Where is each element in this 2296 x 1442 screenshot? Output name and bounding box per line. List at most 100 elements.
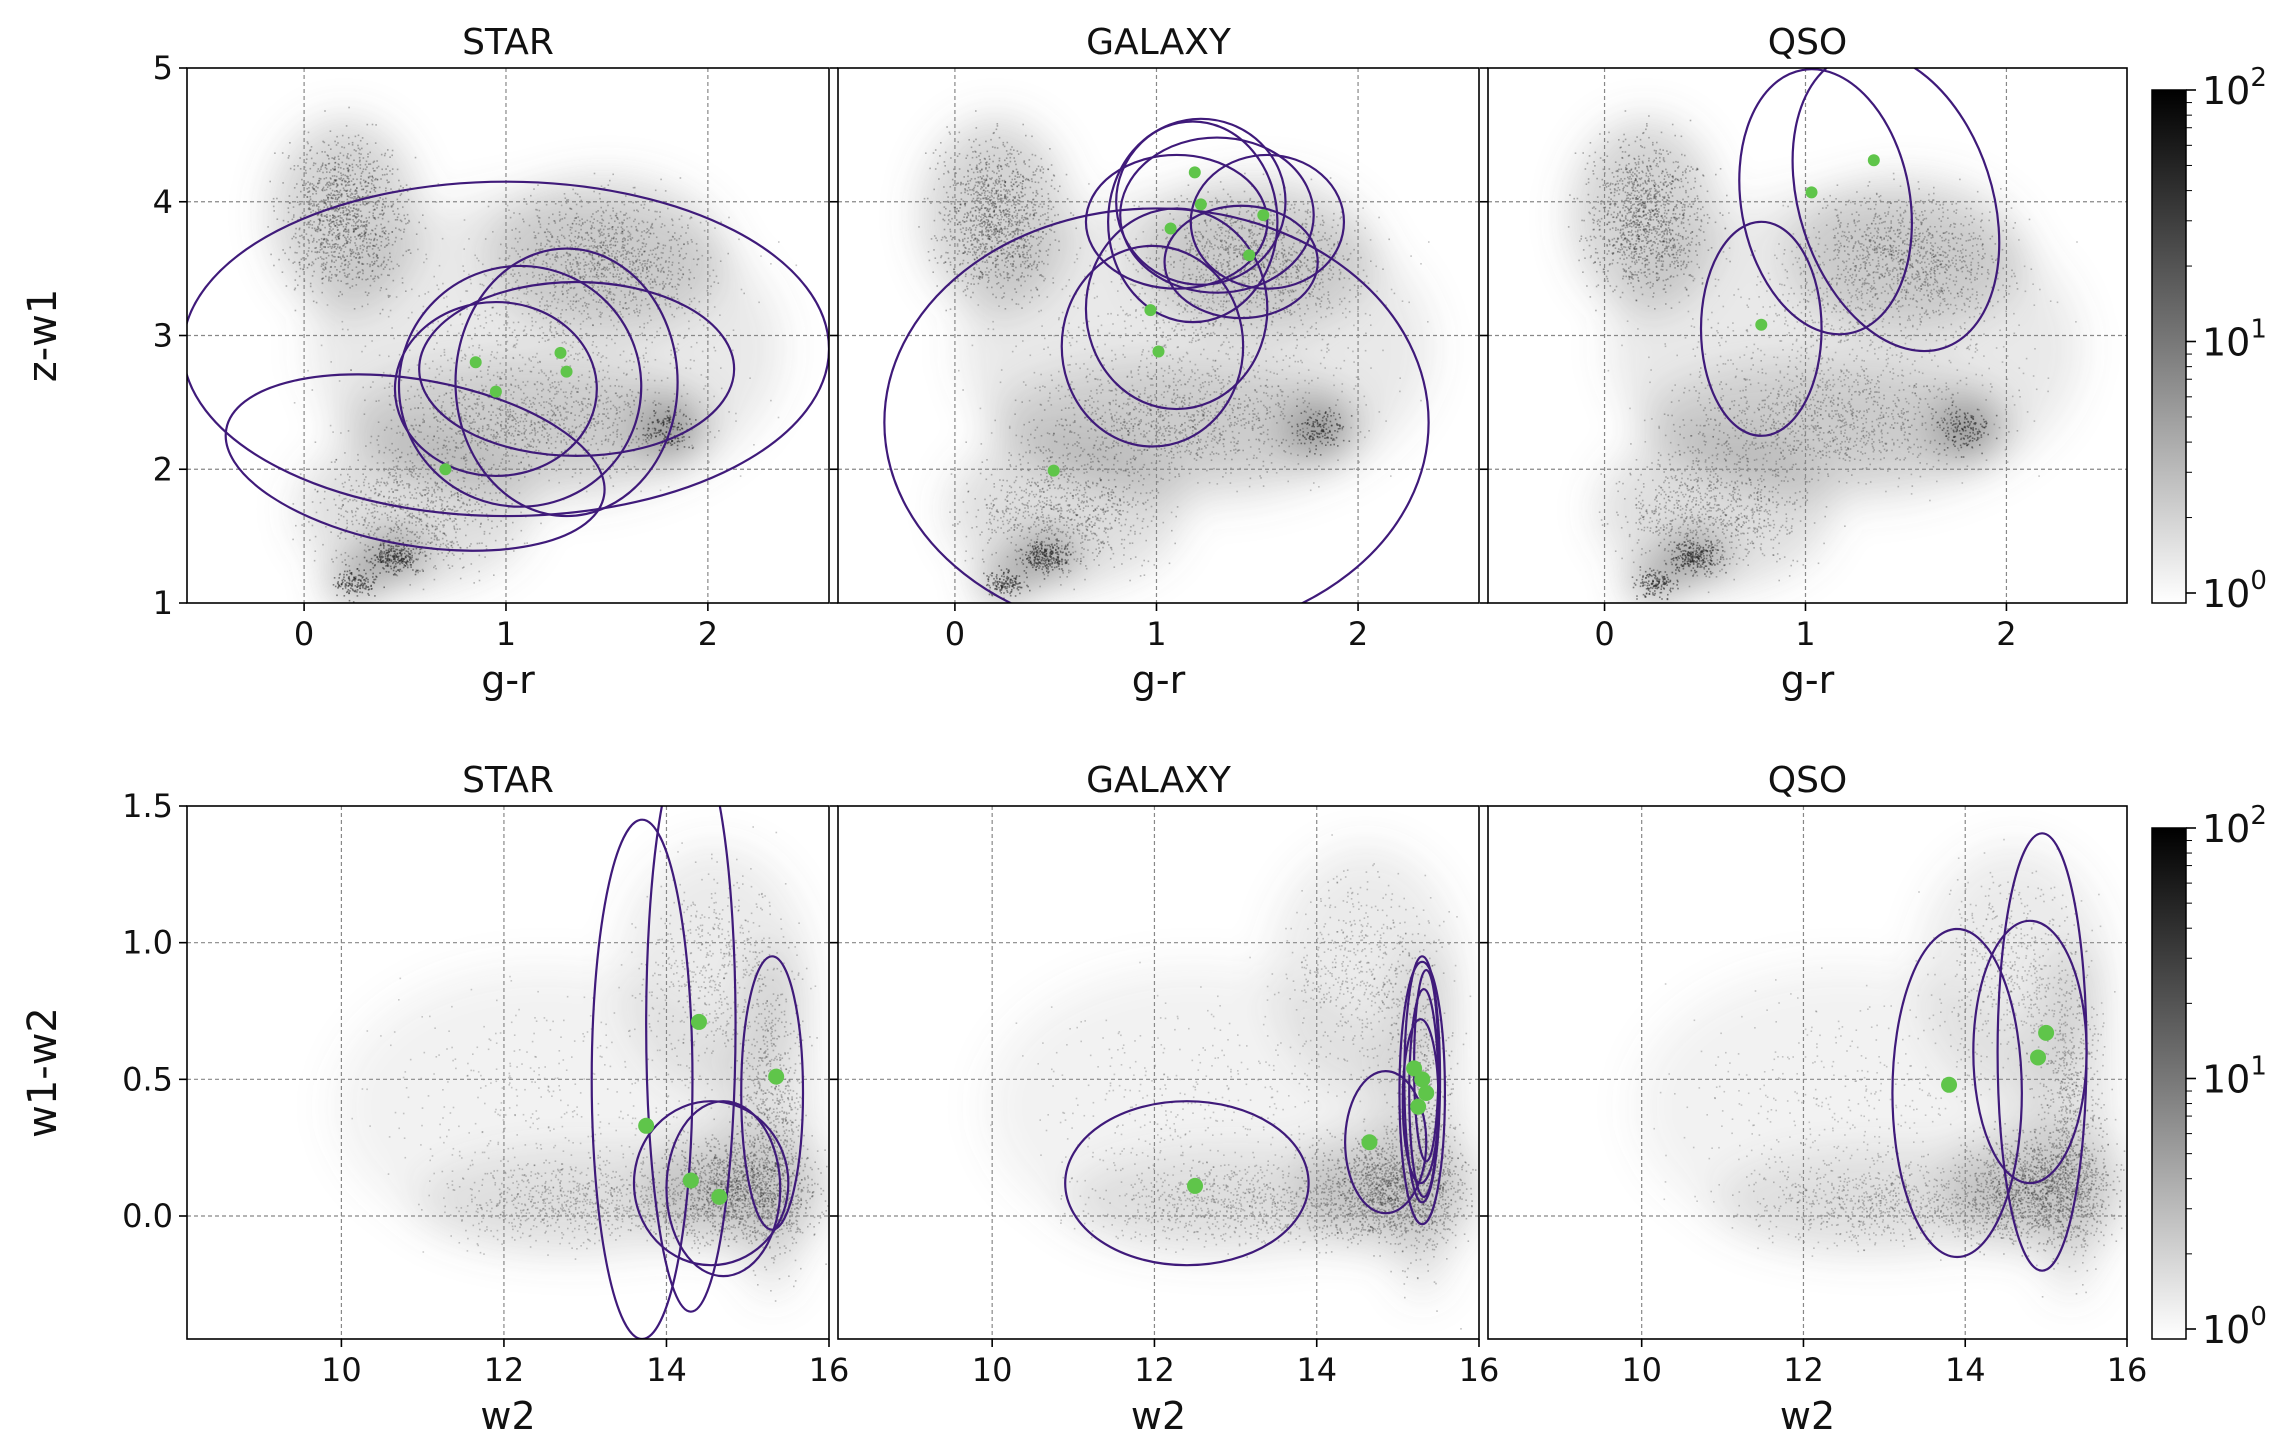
- density-point: [622, 261, 624, 263]
- density-point: [394, 572, 396, 575]
- density-point: [342, 187, 345, 189]
- density-point: [357, 220, 359, 223]
- density-point: [358, 522, 360, 525]
- density-point: [287, 157, 290, 159]
- density-point: [411, 512, 413, 515]
- density-point: [305, 258, 307, 260]
- density-point: [322, 208, 325, 211]
- density-point: [576, 261, 579, 263]
- density-point: [386, 555, 389, 557]
- density-point: [362, 576, 364, 578]
- density-point: [530, 421, 532, 423]
- density-point: [675, 411, 677, 414]
- density-point: [603, 187, 606, 189]
- density-point: [319, 256, 322, 258]
- density-point: [339, 271, 341, 273]
- density-point: [459, 430, 462, 432]
- density-point: [621, 230, 624, 233]
- density-point: [317, 182, 319, 185]
- density-point: [609, 477, 612, 479]
- density-point: [302, 268, 304, 271]
- density-point: [605, 248, 608, 251]
- density-point: [645, 277, 647, 279]
- density-point: [377, 165, 380, 168]
- density-point: [330, 266, 332, 268]
- density-point: [308, 247, 310, 249]
- density-point: [420, 431, 422, 433]
- density-point: [351, 557, 354, 560]
- density-point: [319, 220, 322, 222]
- density-point: [460, 547, 462, 549]
- density-point: [403, 545, 405, 548]
- density-point: [443, 439, 446, 442]
- density-point: [679, 177, 682, 179]
- density-point: [545, 254, 547, 256]
- density-point: [596, 291, 598, 293]
- density-point: [346, 218, 348, 221]
- density-point: [580, 224, 582, 227]
- density-point: [339, 256, 342, 258]
- density-point: [420, 518, 422, 520]
- density-point: [334, 225, 337, 227]
- density-point: [436, 441, 439, 444]
- density-point: [373, 554, 376, 557]
- density-point: [614, 309, 617, 312]
- density-point: [309, 203, 311, 206]
- density-point: [291, 237, 293, 240]
- density-point: [677, 440, 680, 442]
- density-point: [612, 424, 614, 427]
- density-point: [687, 243, 689, 245]
- density-point: [317, 213, 320, 216]
- density-point: [341, 134, 344, 137]
- density-point: [435, 496, 438, 498]
- density-point: [316, 170, 319, 173]
- density-point: [662, 247, 665, 250]
- density-point: [443, 508, 446, 511]
- density-point: [517, 241, 519, 243]
- density-point: [528, 445, 530, 447]
- density-point: [680, 423, 682, 426]
- density-point: [456, 541, 458, 543]
- density-point: [329, 266, 332, 268]
- density-point: [376, 178, 379, 181]
- density-point: [391, 452, 394, 454]
- density-point: [442, 510, 444, 512]
- density-point: [614, 385, 616, 387]
- density-point: [406, 473, 409, 475]
- density-point: [350, 236, 352, 239]
- density-point: [495, 441, 498, 443]
- density-point: [607, 396, 610, 399]
- density-point: [501, 371, 503, 374]
- density-point: [499, 377, 502, 380]
- density-point: [374, 516, 376, 518]
- density-point: [431, 493, 434, 496]
- density-point: [392, 210, 394, 212]
- density-point: [573, 286, 576, 289]
- density-point: [341, 183, 343, 186]
- density-point: [608, 290, 611, 293]
- density-point: [431, 486, 433, 489]
- density-point: [590, 245, 593, 247]
- density-point: [556, 236, 559, 238]
- density-point: [340, 194, 343, 197]
- density-point: [386, 552, 388, 554]
- density-point: [364, 544, 367, 546]
- density-point: [338, 577, 340, 579]
- density-point: [360, 575, 362, 577]
- density-point: [336, 229, 339, 231]
- density-point: [329, 219, 332, 221]
- density-point: [421, 494, 423, 497]
- density-point: [567, 253, 569, 255]
- density-point: [435, 416, 437, 418]
- density-point: [436, 483, 438, 485]
- density-point: [753, 444, 755, 446]
- density-point: [403, 558, 405, 560]
- density-point: [469, 422, 471, 424]
- density-point: [714, 227, 716, 229]
- density-point: [500, 520, 502, 522]
- density-point: [359, 245, 362, 247]
- density-point: [602, 290, 605, 292]
- density-point: [373, 186, 376, 189]
- density-point: [530, 403, 532, 405]
- density-point: [347, 261, 350, 263]
